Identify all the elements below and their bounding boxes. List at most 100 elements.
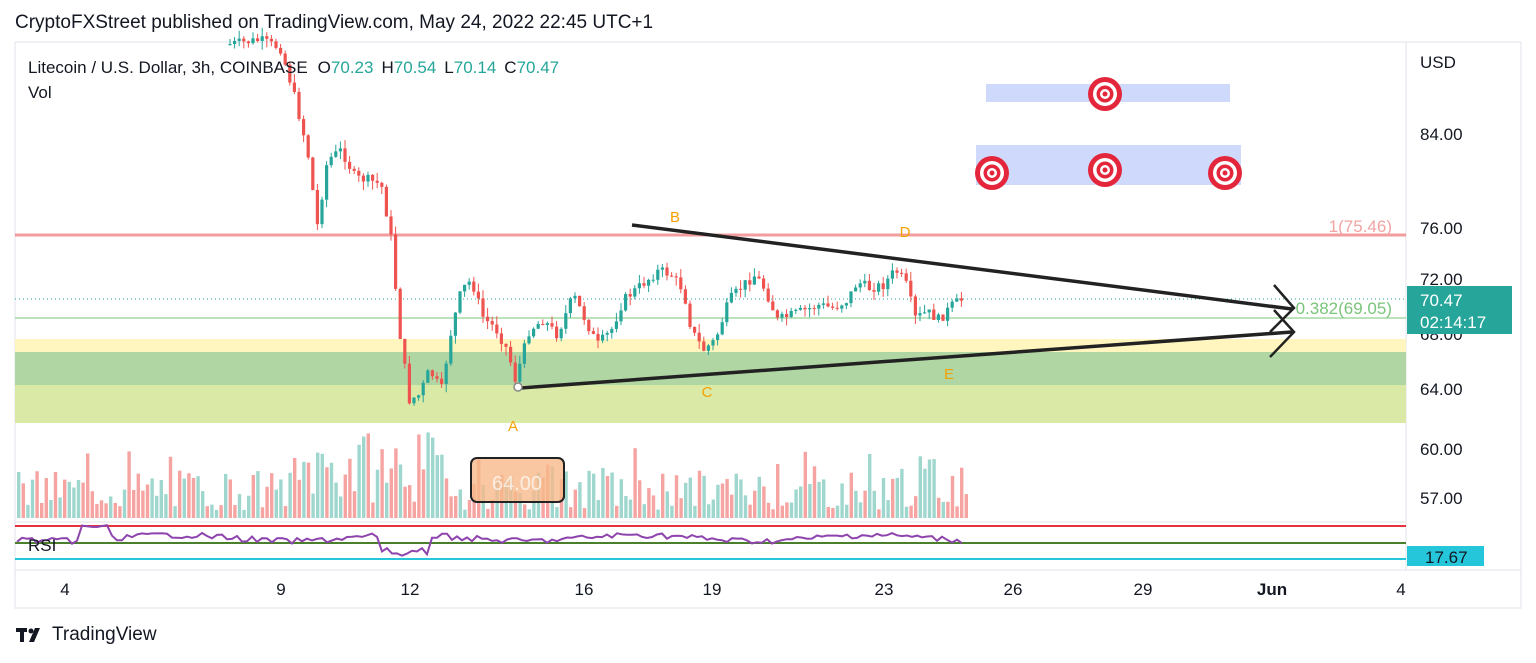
volume-bar bbox=[145, 484, 150, 518]
candle bbox=[476, 283, 480, 305]
chart-legend: Litecoin / U.S. Dollar, 3h, COINBASE O70.… bbox=[28, 58, 559, 77]
volume-bar bbox=[251, 475, 255, 518]
bar-countdown: 02:14:17 bbox=[1420, 313, 1486, 332]
volume-bar bbox=[941, 501, 945, 518]
volume-bar bbox=[849, 472, 853, 518]
candle bbox=[555, 321, 559, 342]
volume-bar bbox=[845, 504, 849, 518]
volume-bar bbox=[734, 473, 738, 518]
candle bbox=[780, 311, 784, 322]
volume-bar bbox=[53, 472, 58, 518]
volume-bar bbox=[311, 493, 315, 518]
candle bbox=[426, 368, 430, 383]
volume-bar bbox=[923, 468, 927, 518]
candle bbox=[463, 284, 467, 297]
volume-bar bbox=[191, 478, 196, 518]
candle bbox=[237, 30, 241, 47]
candle bbox=[251, 32, 255, 45]
candle bbox=[785, 309, 789, 326]
volume-bar bbox=[628, 499, 633, 518]
volume-bar bbox=[826, 506, 830, 518]
volume-bar bbox=[822, 479, 826, 518]
candle bbox=[762, 275, 766, 292]
candle bbox=[932, 303, 936, 321]
point-a-marker bbox=[513, 382, 523, 392]
volume-bar bbox=[707, 504, 711, 518]
candle bbox=[950, 299, 954, 312]
candle bbox=[936, 312, 940, 323]
yellow-zone bbox=[15, 339, 1406, 352]
triangle-lower-trendline bbox=[519, 330, 1293, 390]
volume-bar bbox=[274, 489, 278, 518]
volume-bar bbox=[297, 479, 301, 518]
price-chart[interactable]: 64.00 A B C D E 1(75.46) 0.382(69.05) Li… bbox=[0, 0, 1536, 620]
volume-bar bbox=[762, 486, 766, 518]
volume-bar bbox=[205, 506, 209, 518]
candle bbox=[716, 332, 720, 346]
candle bbox=[591, 327, 595, 335]
candle bbox=[766, 283, 770, 303]
candle bbox=[633, 285, 637, 300]
volume-bar bbox=[964, 494, 968, 518]
volume-bar bbox=[164, 494, 168, 518]
volume-bar bbox=[651, 495, 656, 518]
candle bbox=[656, 264, 660, 285]
volume-bar bbox=[633, 448, 637, 518]
target-icon bbox=[975, 156, 1009, 190]
volume-bar bbox=[794, 489, 798, 518]
volume-bar bbox=[656, 509, 660, 518]
pattern-label-b: B bbox=[670, 209, 680, 226]
ohlc-close-value: 70.47 bbox=[517, 58, 560, 77]
arrow-head-lower bbox=[1269, 309, 1296, 358]
volume-bar bbox=[440, 454, 444, 518]
candle bbox=[789, 307, 793, 318]
volume-bar bbox=[394, 448, 398, 518]
volume-bar bbox=[348, 458, 352, 518]
level-69-05-label: 0.382(69.05) bbox=[1296, 299, 1392, 318]
volume-bar bbox=[711, 499, 715, 518]
volume-bar bbox=[960, 467, 964, 518]
candle bbox=[946, 302, 950, 327]
volume-bar bbox=[182, 478, 186, 518]
volume-bar bbox=[808, 484, 812, 518]
volume-bar bbox=[463, 509, 467, 518]
price-tick-label: 72.00 bbox=[1420, 270, 1463, 289]
volume-bar bbox=[136, 473, 140, 518]
volume-bar bbox=[412, 501, 416, 518]
candle bbox=[499, 327, 503, 352]
candle bbox=[449, 330, 453, 367]
candle bbox=[642, 276, 646, 289]
candle bbox=[541, 319, 545, 326]
volume-bar bbox=[532, 490, 536, 518]
footer-brand[interactable]: TradingView bbox=[16, 624, 157, 646]
candle bbox=[941, 314, 945, 321]
volume-bar bbox=[302, 461, 306, 518]
pattern-label-a: A bbox=[508, 418, 518, 435]
volume-bar bbox=[932, 459, 936, 518]
target-icon bbox=[1088, 77, 1122, 111]
candle bbox=[624, 292, 628, 312]
volume-bar bbox=[385, 482, 389, 518]
volume-bar bbox=[113, 502, 117, 518]
candle bbox=[486, 308, 490, 330]
volume-bar bbox=[426, 432, 430, 518]
volume-bar bbox=[228, 479, 232, 518]
candle bbox=[274, 38, 278, 50]
volume-bar bbox=[716, 484, 720, 518]
candle bbox=[720, 317, 724, 336]
volume-bar bbox=[132, 489, 136, 518]
price-tick-label: 84.00 bbox=[1420, 125, 1463, 144]
candle bbox=[440, 371, 444, 388]
volume-bar bbox=[467, 500, 472, 518]
candle bbox=[706, 344, 710, 356]
candle bbox=[854, 284, 858, 292]
tradingview-logo-icon bbox=[16, 628, 40, 642]
candle bbox=[900, 268, 904, 277]
target-icon bbox=[1088, 153, 1122, 187]
volume-bar bbox=[624, 495, 628, 518]
candle bbox=[693, 326, 697, 336]
candle bbox=[481, 290, 485, 323]
candle bbox=[798, 304, 802, 311]
volume-bar bbox=[17, 472, 21, 518]
volume-bar bbox=[260, 507, 265, 518]
